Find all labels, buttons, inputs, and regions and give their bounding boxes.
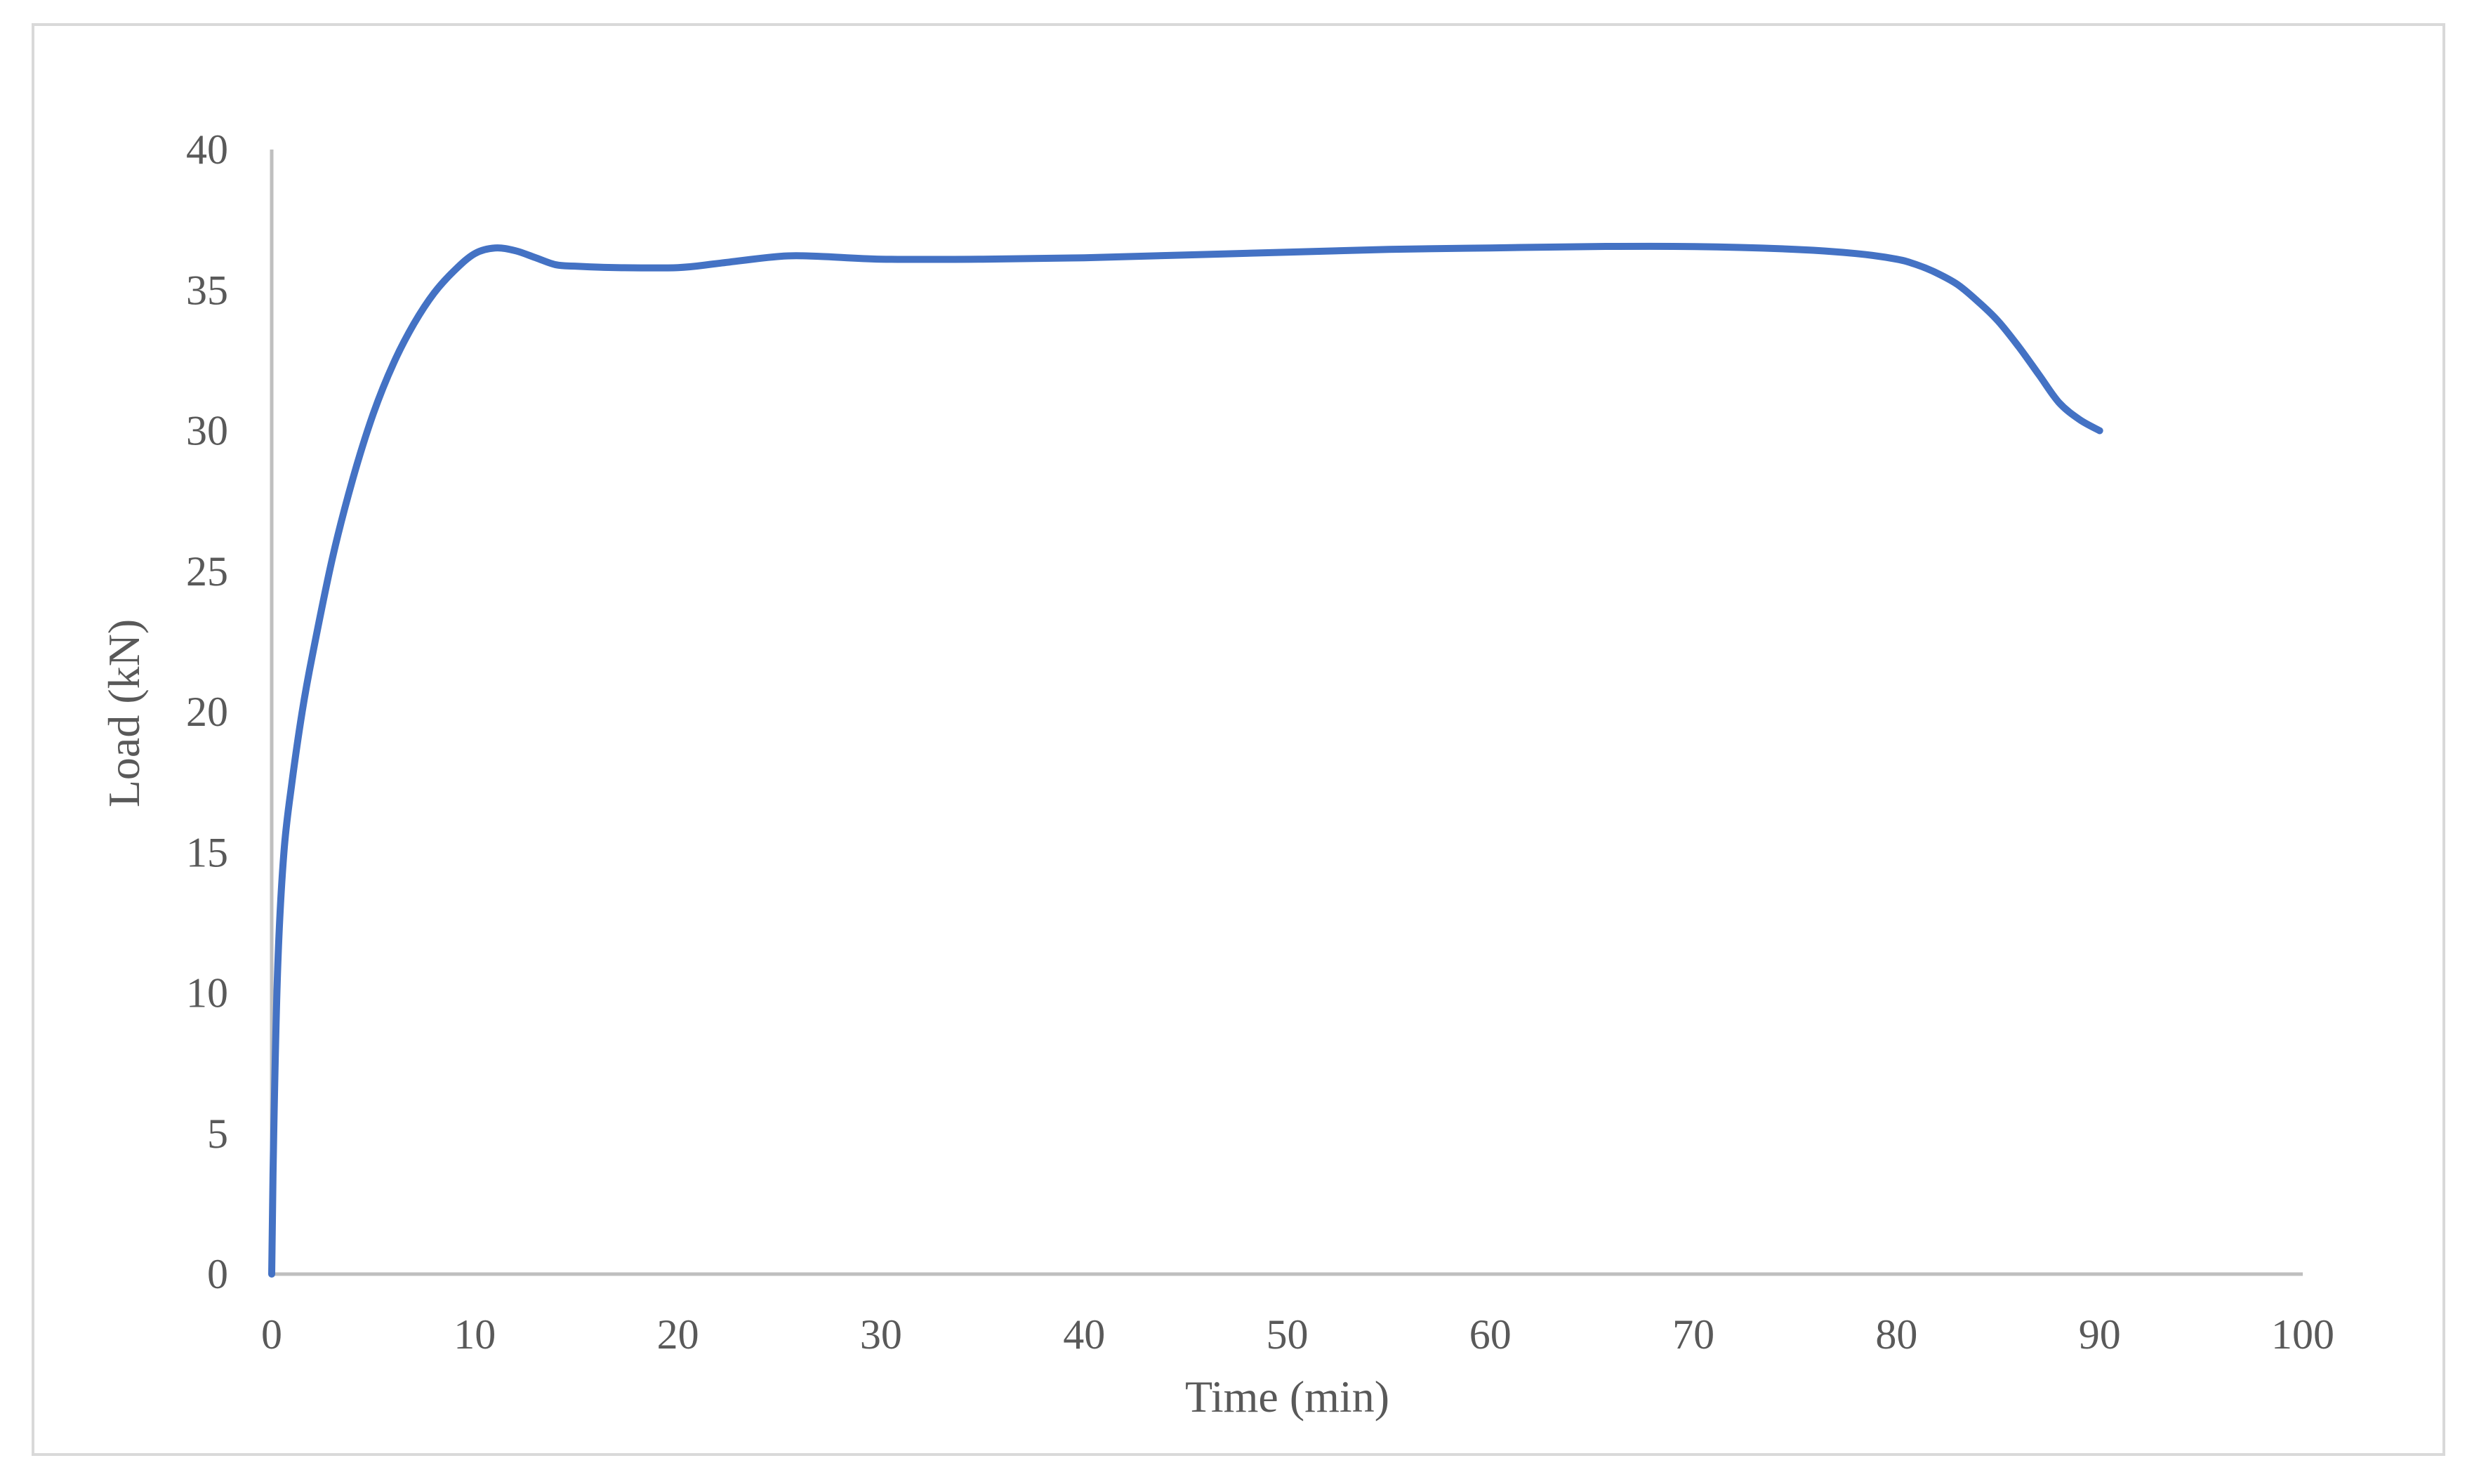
y-tick-label: 30: [186, 408, 228, 454]
x-tick-label: 100: [2271, 1311, 2334, 1358]
x-tick-label: 20: [657, 1311, 699, 1358]
y-tick-label: 25: [186, 548, 228, 595]
y-tick-label: 0: [207, 1251, 228, 1297]
x-tick-label: 60: [1469, 1311, 1512, 1358]
x-axis-title: Time (min): [1185, 1372, 1389, 1422]
x-tick-label: 30: [860, 1311, 902, 1358]
y-tick-label: 35: [186, 267, 228, 313]
x-tick-label: 0: [261, 1311, 282, 1358]
x-tick-label: 80: [1875, 1311, 1917, 1358]
series-line-0: [268, 242, 2103, 1278]
x-tick-label: 40: [1063, 1311, 1105, 1358]
y-tick-label: 20: [186, 689, 228, 735]
y-axis-title: Load (kN): [99, 619, 149, 807]
y-tick-label: 10: [186, 970, 228, 1016]
chart-frame: [32, 23, 2445, 1456]
x-tick-label: 70: [1672, 1311, 1714, 1358]
x-tick-label: 10: [454, 1311, 496, 1358]
x-tick-label: 50: [1267, 1311, 1309, 1358]
plot-area: [268, 242, 2103, 1278]
x-tick-labels: 0 10 20 30 40 50 60 70 80 90 100: [261, 1311, 2334, 1358]
y-tick-label: 5: [207, 1111, 228, 1157]
y-tick-labels: 0 5 10 15 20 25 30 35 40: [186, 126, 228, 1297]
y-tick-label: 15: [186, 829, 228, 875]
y-tick-label: 40: [186, 126, 228, 173]
x-tick-label: 90: [2079, 1311, 2121, 1358]
